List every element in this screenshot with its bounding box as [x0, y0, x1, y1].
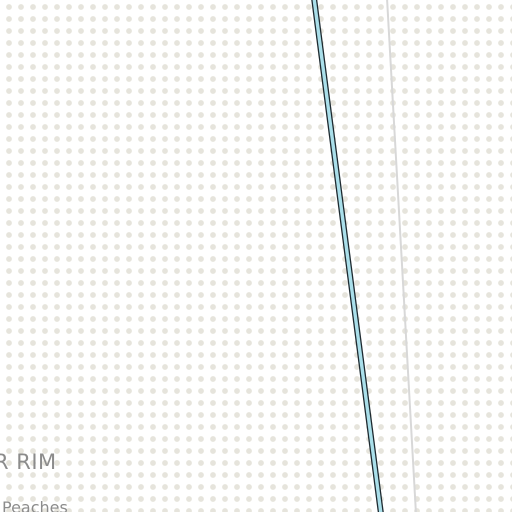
area-label: R RIM	[0, 450, 57, 474]
place-label: Peaches	[2, 498, 68, 512]
waterway-channel	[312, 0, 383, 512]
boundary-line	[386, 0, 417, 512]
